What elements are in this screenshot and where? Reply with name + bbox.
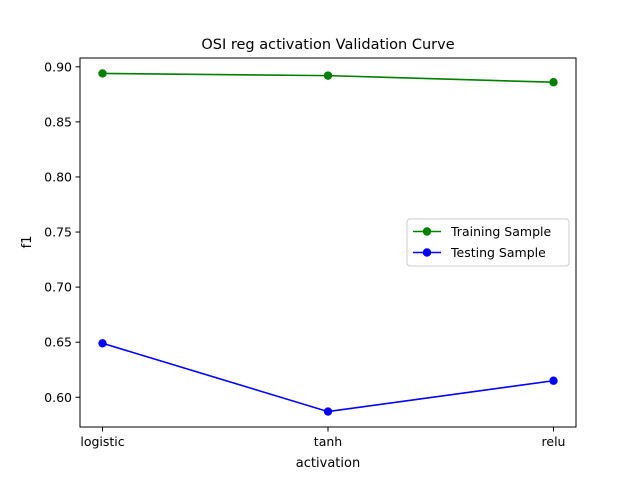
y-tick-label: 0.70 (44, 280, 72, 295)
legend-marker-testing-sample (422, 248, 432, 257)
plot-area (98, 69, 558, 416)
y-tick-label: 0.75 (44, 225, 72, 240)
x-tick-label: tanh (314, 434, 342, 449)
data-point-testing-sample (323, 407, 333, 416)
data-point-testing-sample (98, 339, 107, 348)
legend-box (406, 218, 570, 267)
series-line-testing-sample (102, 342, 554, 413)
y-axis-label: f1 (20, 236, 35, 249)
data-point-training-sample (549, 78, 558, 87)
y-tick-label: 0.65 (44, 335, 72, 350)
data-point-testing-sample (549, 376, 558, 385)
y-tick-label: 0.85 (44, 114, 72, 129)
chart-title: OSI reg activation Validation Curve (201, 37, 454, 53)
data-point-training-sample (98, 69, 107, 78)
data-point-training-sample (323, 71, 333, 80)
x-tick-label: logistic (80, 434, 124, 449)
x-axis-label: activation (296, 456, 360, 471)
x-tick-label: relu (542, 434, 566, 449)
y-tick-label: 0.60 (44, 390, 72, 405)
y-tick-label: 0.80 (44, 169, 72, 184)
legend: Training Sample Testing Sample (406, 218, 570, 267)
y-tick-label: 0.90 (44, 59, 72, 74)
legend-label-testing-sample: Testing Sample (450, 245, 546, 260)
legend-label-training-sample: Training Sample (450, 224, 551, 239)
legend-marker-training-sample (422, 227, 432, 236)
